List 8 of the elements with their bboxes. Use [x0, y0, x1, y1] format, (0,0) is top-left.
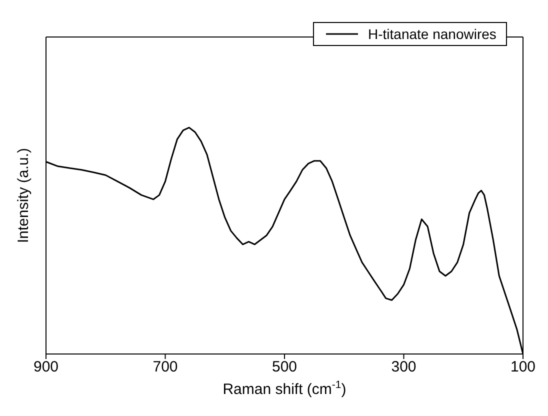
x-tick-label: 300	[391, 358, 416, 376]
y-axis-title: Intensity (a.u.)	[15, 148, 32, 244]
x-tick-label: 100	[510, 358, 536, 376]
x-axis-title: Raman shift (cm$^{-1}$)	[222, 379, 346, 398]
legend-label: H-titanate nanowires	[368, 26, 496, 42]
x-tick-label: 700	[152, 358, 178, 376]
x-tick-label: 900	[33, 358, 59, 376]
x-tick-label: 500	[272, 358, 298, 376]
